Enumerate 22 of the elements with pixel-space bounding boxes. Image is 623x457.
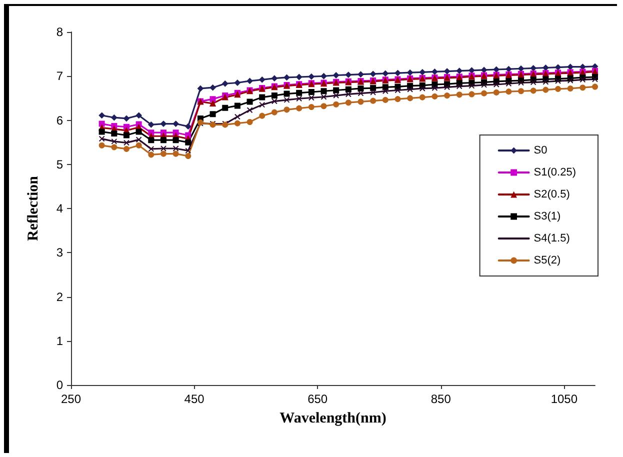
y-tick-label: 7: [56, 69, 64, 84]
legend-label: S3(1): [534, 210, 561, 222]
legend-label: S1(0.25): [534, 166, 576, 178]
y-tick-label: 5: [56, 157, 64, 172]
legend-label: S5(2): [534, 254, 561, 266]
y-tick-label: 1: [56, 334, 64, 348]
y-tick-label: 8: [56, 25, 64, 39]
x-axis-title: Wavelength(nm): [280, 410, 386, 426]
x-tick-label: 450: [184, 392, 205, 406]
y-tick-label: 6: [56, 113, 64, 128]
legend-label: S0: [534, 144, 548, 156]
x-tick-label: 1050: [550, 392, 578, 406]
legend-label: S4(1.5): [534, 232, 570, 244]
x-tick-label: 850: [430, 392, 452, 406]
y-tick-label: 3: [56, 246, 64, 260]
y-axis-title: Reflection: [26, 175, 42, 241]
x-tick-label: 250: [60, 392, 82, 406]
y-tick-label: 2: [56, 290, 64, 304]
y-tick-label: 0: [56, 378, 64, 392]
legend-label: S2(0.5): [534, 188, 570, 200]
x-tick-label: 650: [308, 392, 328, 406]
y-tick-label: 4: [56, 202, 64, 216]
